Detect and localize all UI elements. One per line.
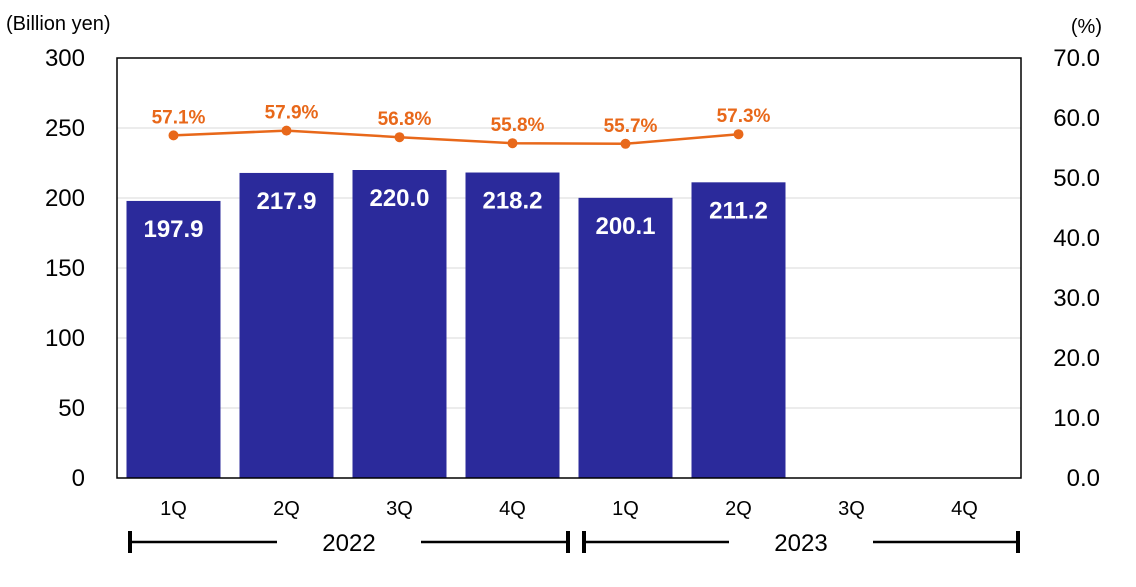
right-tick-label: 60.0 xyxy=(1053,105,1100,132)
line-point xyxy=(507,138,518,149)
bar-value-label: 217.9 xyxy=(256,188,316,215)
bar-value-label: 200.1 xyxy=(595,213,655,240)
right-tick-label: 40.0 xyxy=(1053,225,1100,252)
left-axis-unit-label: (Billion yen) xyxy=(6,13,110,35)
bar xyxy=(126,200,221,478)
line-point xyxy=(394,132,405,143)
line-value-label: 57.9% xyxy=(265,103,319,124)
x-tick-label: 3Q xyxy=(386,498,413,520)
line-point xyxy=(168,130,179,141)
left-tick-label: 0 xyxy=(72,465,85,492)
x-tick-label: 2Q xyxy=(725,498,752,520)
right-tick-label: 10.0 xyxy=(1053,405,1100,432)
left-tick-label: 200 xyxy=(45,185,85,212)
bar-value-label: 220.0 xyxy=(369,185,429,212)
left-tick-label: 250 xyxy=(45,115,85,142)
group-label: 2022 xyxy=(322,530,375,557)
left-tick-label: 50 xyxy=(58,395,85,422)
x-tick-label: 2Q xyxy=(273,498,300,520)
bar-value-label: 211.2 xyxy=(709,197,768,224)
plot-frame xyxy=(116,57,1022,479)
right-tick-label: 50.0 xyxy=(1053,165,1100,192)
line-value-label: 56.8% xyxy=(378,109,432,130)
x-tick-label: 4Q xyxy=(951,498,978,520)
x-tick-label: 4Q xyxy=(499,498,526,520)
x-tick-label: 3Q xyxy=(838,498,865,520)
bar xyxy=(691,182,786,478)
bar xyxy=(578,197,673,479)
group-label: 2023 xyxy=(774,530,827,557)
bar-value-label: 197.9 xyxy=(143,216,203,243)
line-value-label: 55.8% xyxy=(491,115,545,136)
series-line xyxy=(173,129,739,146)
left-tick-label: 300 xyxy=(45,45,85,72)
line-value-label: 57.1% xyxy=(152,107,206,128)
right-tick-label: 70.0 xyxy=(1053,45,1100,72)
left-tick-label: 150 xyxy=(45,255,85,282)
bar-value-label: 218.2 xyxy=(482,188,542,215)
left-tick-label: 100 xyxy=(45,325,85,352)
bar xyxy=(465,172,560,478)
right-axis-unit-label: (%) xyxy=(1071,16,1102,38)
line-point xyxy=(733,129,744,140)
bar xyxy=(352,170,447,478)
right-tick-label: 0.0 xyxy=(1067,465,1100,492)
line-point xyxy=(281,125,292,136)
x-tick-label: 1Q xyxy=(160,498,187,520)
x-tick-label: 1Q xyxy=(612,498,639,520)
right-tick-label: 20.0 xyxy=(1053,345,1100,372)
bar xyxy=(239,172,334,478)
line-value-label: 57.3% xyxy=(717,106,771,127)
right-tick-label: 30.0 xyxy=(1053,285,1100,312)
line-value-label: 55.7% xyxy=(604,116,658,137)
line-point xyxy=(620,138,631,149)
